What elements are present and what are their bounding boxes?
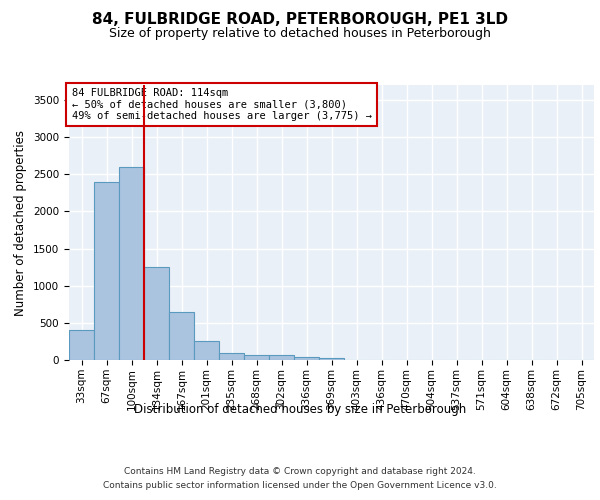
Y-axis label: Number of detached properties: Number of detached properties — [14, 130, 28, 316]
Text: Size of property relative to detached houses in Peterborough: Size of property relative to detached ho… — [109, 28, 491, 40]
Bar — [244, 355, 269, 360]
Bar — [169, 312, 194, 360]
Bar — [269, 355, 294, 360]
Bar — [94, 182, 119, 360]
Text: Contains public sector information licensed under the Open Government Licence v3: Contains public sector information licen… — [103, 481, 497, 490]
Bar — [69, 330, 94, 360]
Bar — [219, 352, 244, 360]
Text: 84, FULBRIDGE ROAD, PETERBOROUGH, PE1 3LD: 84, FULBRIDGE ROAD, PETERBOROUGH, PE1 3L… — [92, 12, 508, 28]
Bar — [194, 340, 219, 360]
Bar — [119, 167, 144, 360]
Bar — [294, 356, 319, 360]
Bar — [319, 358, 344, 360]
Text: Contains HM Land Registry data © Crown copyright and database right 2024.: Contains HM Land Registry data © Crown c… — [124, 468, 476, 476]
Text: 84 FULBRIDGE ROAD: 114sqm
← 50% of detached houses are smaller (3,800)
49% of se: 84 FULBRIDGE ROAD: 114sqm ← 50% of detac… — [71, 88, 371, 121]
Bar — [144, 267, 169, 360]
Text: Distribution of detached houses by size in Peterborough: Distribution of detached houses by size … — [134, 402, 466, 415]
